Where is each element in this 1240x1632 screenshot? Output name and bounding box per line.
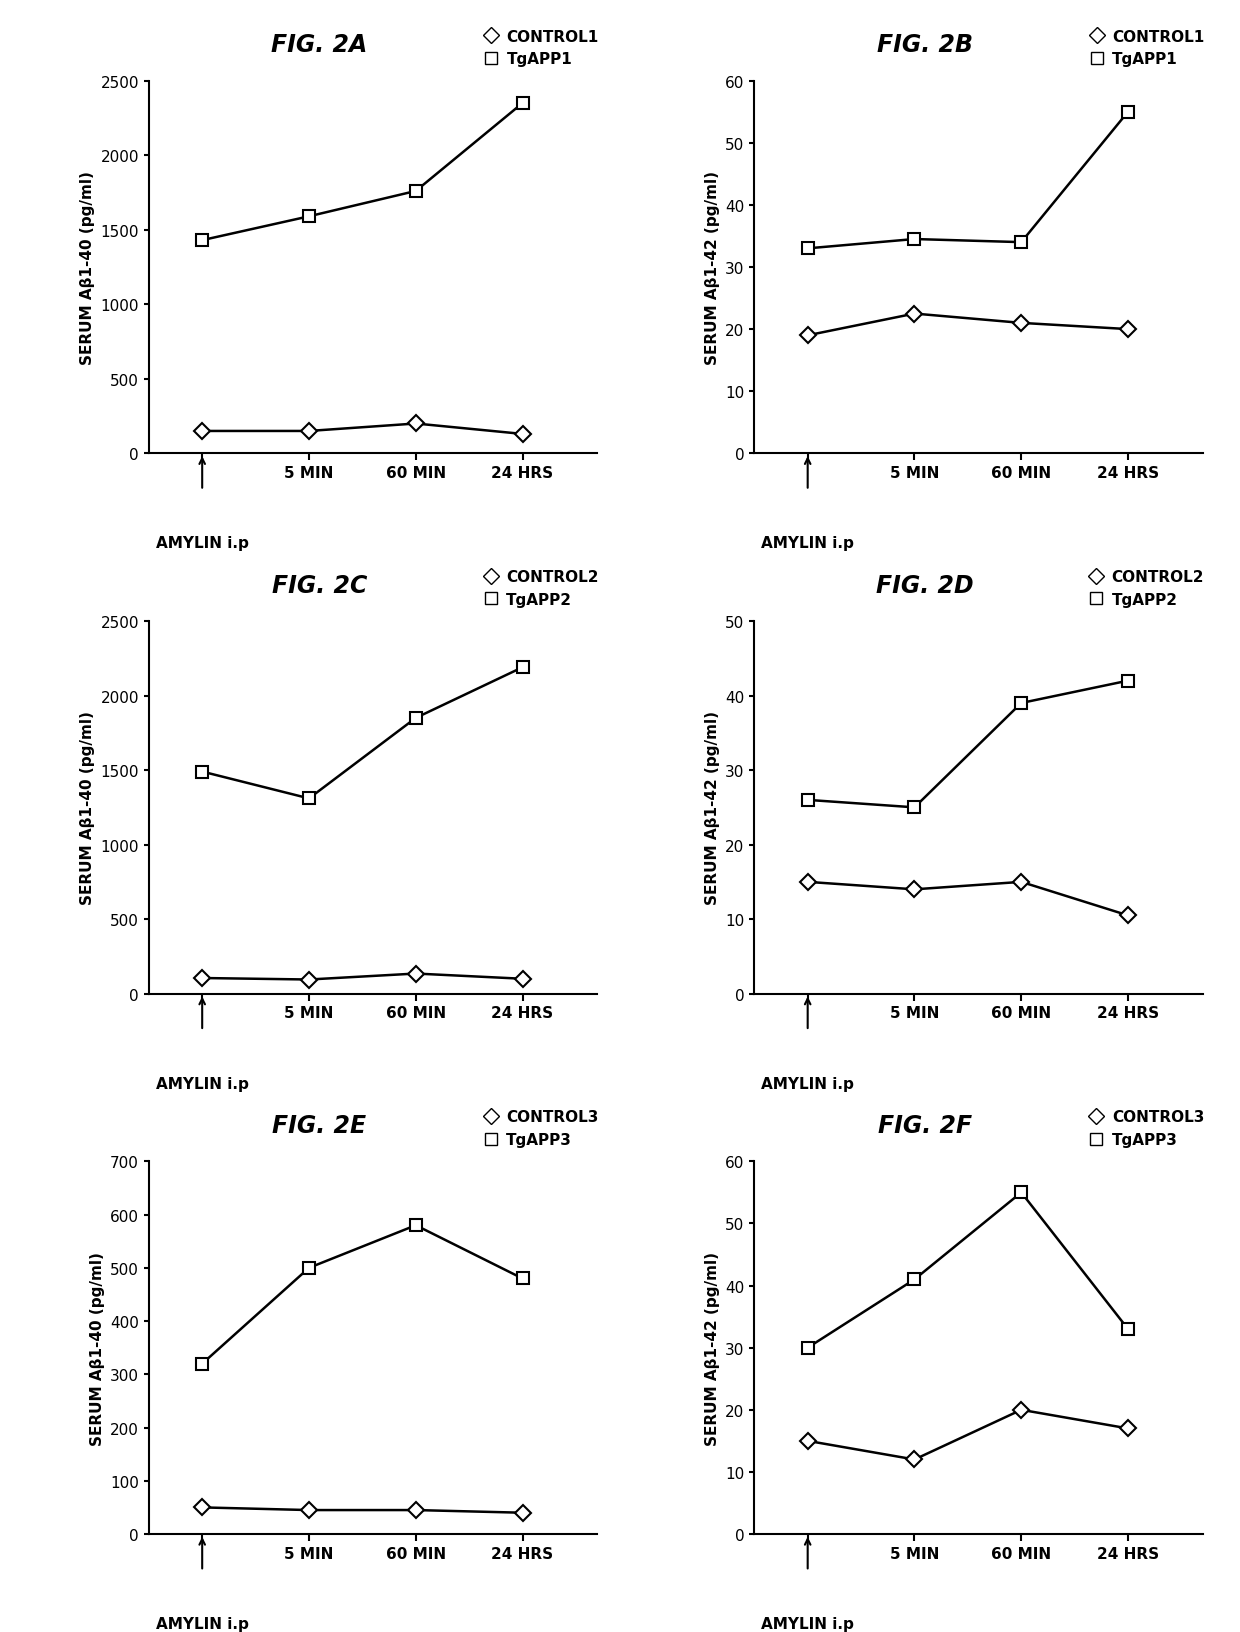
TgAPP3 bbox=[906, 1270, 921, 1289]
TgAPP3 bbox=[301, 1258, 316, 1278]
Y-axis label: SERUM Aβ1-40 (pg/ml): SERUM Aβ1-40 (pg/ml) bbox=[81, 171, 95, 364]
CONTROL3 bbox=[1121, 1418, 1136, 1438]
CONTROL3 bbox=[195, 1498, 210, 1518]
Text: FIG. 2F: FIG. 2F bbox=[878, 1113, 972, 1138]
CONTROL3 bbox=[301, 1500, 316, 1519]
Line: TgAPP2: TgAPP2 bbox=[801, 676, 1135, 814]
Line: CONTROL1: CONTROL1 bbox=[802, 308, 1133, 341]
CONTROL2 bbox=[195, 969, 210, 989]
CONTROL3 bbox=[515, 1503, 529, 1523]
Line: TgAPP1: TgAPP1 bbox=[801, 106, 1135, 256]
Line: CONTROL2: CONTROL2 bbox=[802, 876, 1133, 922]
CONTROL2 bbox=[301, 969, 316, 989]
Text: FIG. 2D: FIG. 2D bbox=[875, 573, 973, 597]
CONTROL3 bbox=[906, 1449, 921, 1469]
TgAPP3 bbox=[800, 1338, 815, 1358]
Text: AMYLIN i.p: AMYLIN i.p bbox=[156, 1616, 249, 1630]
CONTROL1 bbox=[515, 424, 529, 444]
Y-axis label: SERUM Aβ1-42 (pg/ml): SERUM Aβ1-42 (pg/ml) bbox=[704, 171, 719, 366]
TgAPP1 bbox=[1014, 233, 1029, 253]
Y-axis label: SERUM Aβ1-40 (pg/ml): SERUM Aβ1-40 (pg/ml) bbox=[81, 712, 95, 904]
Y-axis label: SERUM Aβ1-42 (pg/ml): SERUM Aβ1-42 (pg/ml) bbox=[704, 712, 719, 904]
Y-axis label: SERUM Aβ1-40 (pg/ml): SERUM Aβ1-40 (pg/ml) bbox=[89, 1252, 104, 1444]
TgAPP1 bbox=[906, 230, 921, 250]
Line: CONTROL1: CONTROL1 bbox=[197, 419, 528, 441]
CONTROL3 bbox=[800, 1431, 815, 1451]
TgAPP1 bbox=[515, 95, 529, 114]
Y-axis label: SERUM Aβ1-42 (pg/ml): SERUM Aβ1-42 (pg/ml) bbox=[704, 1250, 719, 1444]
TgAPP2 bbox=[195, 762, 210, 782]
CONTROL3 bbox=[408, 1500, 423, 1519]
TgAPP1 bbox=[408, 183, 423, 202]
Text: AMYLIN i.p: AMYLIN i.p bbox=[156, 535, 249, 552]
Line: CONTROL3: CONTROL3 bbox=[802, 1405, 1133, 1466]
TgAPP2 bbox=[408, 708, 423, 728]
TgAPP2 bbox=[906, 798, 921, 818]
TgAPP3 bbox=[1014, 1183, 1029, 1203]
TgAPP1 bbox=[195, 232, 210, 251]
CONTROL2 bbox=[408, 965, 423, 984]
TgAPP3 bbox=[1121, 1319, 1136, 1338]
CONTROL2 bbox=[906, 880, 921, 899]
CONTROL1 bbox=[195, 423, 210, 442]
TgAPP2 bbox=[515, 658, 529, 677]
CONTROL2 bbox=[1121, 906, 1136, 925]
Line: CONTROL3: CONTROL3 bbox=[197, 1501, 528, 1518]
TgAPP1 bbox=[1121, 103, 1136, 122]
TgAPP3 bbox=[408, 1216, 423, 1235]
TgAPP3 bbox=[515, 1270, 529, 1289]
TgAPP2 bbox=[301, 790, 316, 809]
Text: FIG. 2E: FIG. 2E bbox=[272, 1113, 366, 1138]
TgAPP3 bbox=[195, 1355, 210, 1374]
TgAPP1 bbox=[800, 240, 815, 259]
Text: AMYLIN i.p: AMYLIN i.p bbox=[761, 1075, 854, 1090]
TgAPP2 bbox=[1121, 671, 1136, 690]
CONTROL2 bbox=[1014, 873, 1029, 893]
CONTROL1 bbox=[1014, 313, 1029, 333]
CONTROL2 bbox=[800, 873, 815, 893]
Line: TgAPP3: TgAPP3 bbox=[801, 1186, 1135, 1355]
Legend: CONTROL1, TgAPP1: CONTROL1, TgAPP1 bbox=[1087, 29, 1204, 67]
Legend: CONTROL2, TgAPP2: CONTROL2, TgAPP2 bbox=[481, 570, 599, 607]
Text: FIG. 2A: FIG. 2A bbox=[272, 33, 367, 57]
Line: TgAPP2: TgAPP2 bbox=[196, 661, 528, 805]
TgAPP2 bbox=[800, 790, 815, 809]
Legend: CONTROL3, TgAPP3: CONTROL3, TgAPP3 bbox=[482, 1110, 599, 1147]
Line: TgAPP3: TgAPP3 bbox=[196, 1219, 528, 1371]
CONTROL2 bbox=[515, 969, 529, 989]
CONTROL1 bbox=[301, 423, 316, 442]
Text: AMYLIN i.p: AMYLIN i.p bbox=[761, 535, 854, 552]
CONTROL3 bbox=[1014, 1400, 1029, 1420]
CONTROL1 bbox=[906, 305, 921, 325]
CONTROL1 bbox=[408, 415, 423, 434]
Text: AMYLIN i.p: AMYLIN i.p bbox=[761, 1616, 854, 1630]
TgAPP2 bbox=[1014, 694, 1029, 713]
TgAPP1 bbox=[301, 207, 316, 227]
Legend: CONTROL2, TgAPP2: CONTROL2, TgAPP2 bbox=[1087, 570, 1204, 607]
CONTROL1 bbox=[800, 326, 815, 346]
Legend: CONTROL3, TgAPP3: CONTROL3, TgAPP3 bbox=[1087, 1110, 1204, 1147]
Text: FIG. 2B: FIG. 2B bbox=[877, 33, 972, 57]
Text: AMYLIN i.p: AMYLIN i.p bbox=[156, 1075, 249, 1090]
Legend: CONTROL1, TgAPP1: CONTROL1, TgAPP1 bbox=[482, 29, 599, 67]
Text: FIG. 2C: FIG. 2C bbox=[272, 573, 367, 597]
CONTROL1 bbox=[1121, 320, 1136, 339]
Line: TgAPP1: TgAPP1 bbox=[196, 98, 528, 246]
Line: CONTROL2: CONTROL2 bbox=[197, 968, 528, 986]
